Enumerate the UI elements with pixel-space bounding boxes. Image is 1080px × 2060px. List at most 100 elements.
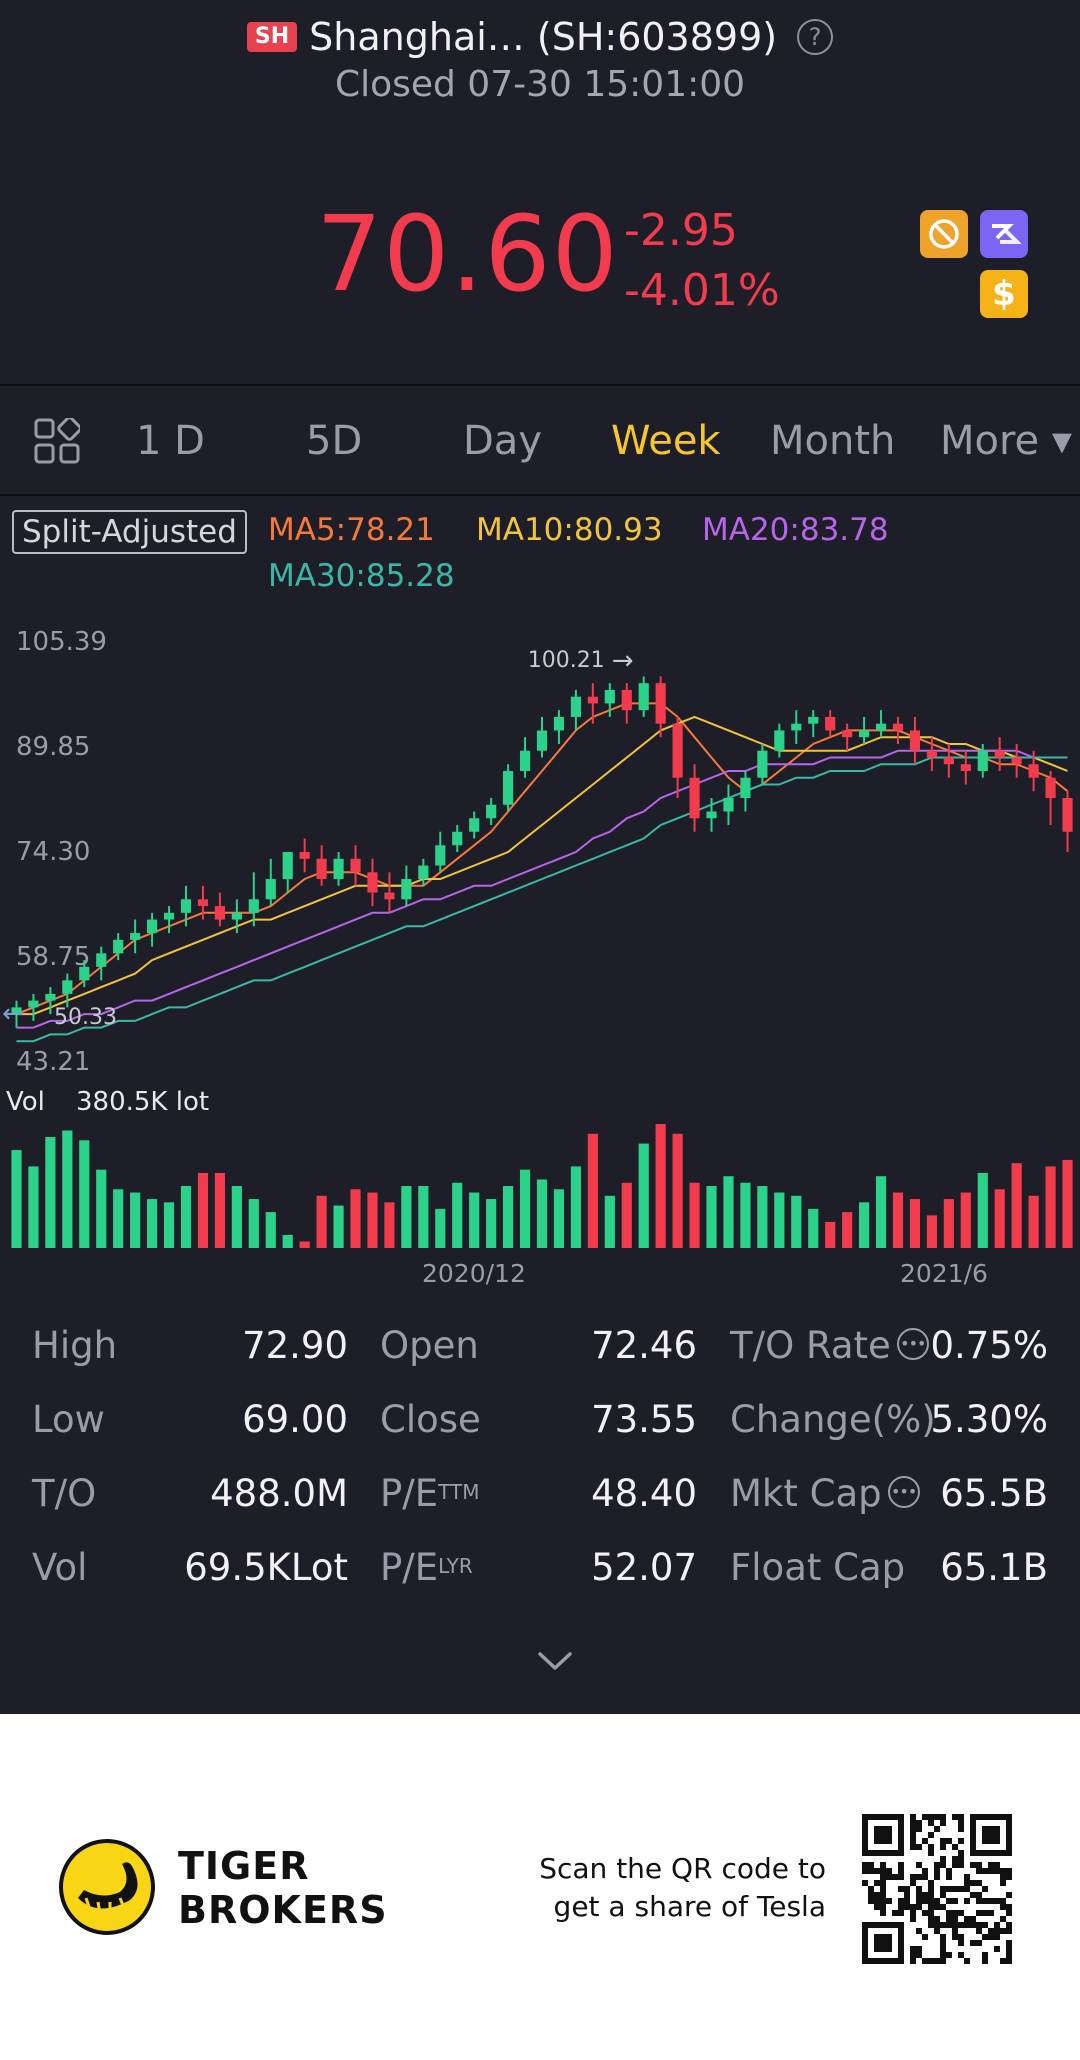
info-dots-icon[interactable]: ••• [896,1327,929,1360]
volume-bar [367,1192,378,1248]
tab-1d[interactable]: 1 D [136,418,205,464]
qr-module [922,1892,928,1898]
qr-module [928,1910,934,1916]
candle-body [994,750,1005,758]
qr-module [892,1910,898,1916]
qr-module [868,1886,874,1892]
qr-module [988,1934,994,1940]
qr-module [940,1820,946,1826]
qr-module [898,1898,904,1904]
qr-module [898,1874,904,1880]
qr-module [874,1892,880,1898]
dollar-icon[interactable]: $ [980,270,1028,318]
volume-bar [587,1133,598,1248]
zz-badge-icon[interactable] [980,210,1028,258]
qr-module [868,1892,874,1898]
close-label: Close [380,1398,481,1441]
candle-body [163,912,175,920]
tab-more[interactable]: More ▾ [940,418,1072,464]
close-value: 73.55 [591,1398,697,1441]
change-pct-label: Change(%) [730,1398,936,1441]
qr-module [940,1856,946,1862]
qr-module [994,1868,1000,1874]
candle-body [706,811,717,819]
qr-module [952,1934,958,1940]
y-tick-label: 74.30 [16,837,90,867]
no-entry-icon[interactable] [920,210,968,258]
price-change: -2.95 [624,205,738,256]
volume-bar [79,1140,90,1248]
candle-body [536,730,548,751]
candle-body [130,933,141,940]
qr-module [994,1862,1000,1868]
qr-module [934,1826,940,1832]
brand-line-1: TIGER [178,1844,310,1888]
qr-module [952,1916,958,1922]
promo-footer: TIGER BROKERS Scan the QR code to get a … [0,1714,1080,2060]
qr-module [922,1910,928,1916]
info-dots-icon[interactable]: ••• [887,1475,920,1508]
qr-module [1000,1898,1006,1904]
volume-label: Vol [32,1546,88,1589]
qr-module [910,1826,916,1832]
qr-module [928,1886,934,1892]
candle-body [11,1007,22,1015]
qr-module [976,1910,982,1916]
candle-body [587,696,598,704]
volume-bar [977,1172,988,1248]
split-adjusted-button[interactable]: Split-Adjusted [12,510,247,554]
qr-module [994,1898,1000,1904]
stock-title[interactable]: Shanghai… (SH:603899) [309,15,778,59]
volume-bar [774,1192,785,1248]
open-value: 72.46 [591,1324,697,1367]
candle-body [621,689,632,711]
qr-module [910,1820,916,1826]
last-price: 70.60 [316,193,619,315]
turnover-value: 488.0M [210,1472,348,1515]
qr-module [952,1898,958,1904]
exchange-badge: SH [246,22,298,52]
qr-module [976,1868,982,1874]
qr-module [910,1916,916,1922]
volume-bar [180,1186,192,1248]
qr-module [928,1880,934,1886]
qr-module [880,1874,886,1880]
qr-module [940,1922,946,1928]
volume-bar [248,1199,259,1248]
qr-module [910,1910,916,1916]
candle-body [469,818,480,832]
qr-module [862,1880,868,1886]
ma20-label: MA20:83.78 [702,512,889,548]
help-icon[interactable]: ? [797,19,834,55]
volume-bar [892,1192,904,1248]
promo-line-1: Scan the QR code to [539,1852,826,1885]
qr-module [916,1844,922,1850]
tab-week[interactable]: Week [611,418,721,464]
candle-body [926,750,937,758]
grid-layout-icon[interactable] [34,418,80,464]
qr-module [952,1910,958,1916]
qr-module [934,1862,940,1868]
tab-day[interactable]: Day [463,418,542,464]
chevron-down-icon[interactable] [536,1650,574,1672]
qr-module [916,1904,922,1910]
qr-module [964,1874,970,1880]
candle-body [231,912,242,920]
qr-module [880,1910,886,1916]
qr-module [1006,1910,1012,1916]
qr-module [964,1898,970,1904]
tab-month[interactable]: Month [770,418,896,464]
candle-body [197,899,209,907]
volume-bar [486,1199,497,1248]
qr-module [1006,1940,1012,1946]
qr-module [868,1868,874,1874]
turnover-rate-value: 0.75% [930,1324,1048,1367]
qr-module [916,1874,922,1880]
candle-body [113,939,124,954]
qr-module [916,1892,922,1898]
qr-module [916,1946,922,1952]
qr-module [934,1868,940,1874]
kline-chart[interactable]: 105.39 89.85 74.30 58.75 43.21 100.21 → ← 50.33 V… [0,600,1080,1300]
tab-5d[interactable]: 5D [306,418,363,464]
qr-module [946,1922,952,1928]
